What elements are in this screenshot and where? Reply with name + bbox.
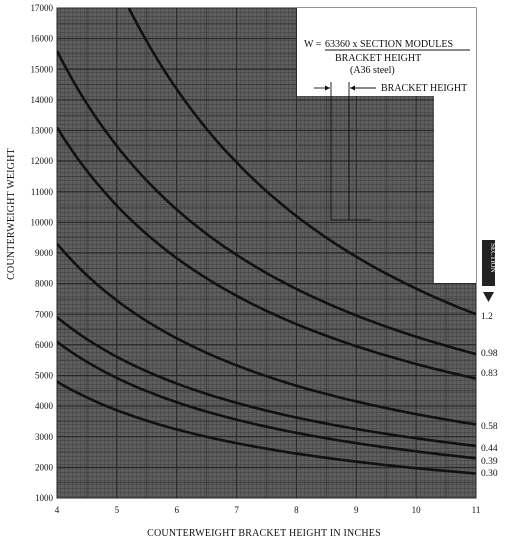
series-line-0.39: [57, 340, 476, 460]
x-tick-label: 5: [115, 505, 120, 515]
x-tick-label: 10: [412, 505, 422, 515]
formula-numerator: 63360 x SECTION MODULES: [325, 39, 453, 50]
formula-box: W = 63360 x SECTION MODULES BRACKET HEIG…: [297, 8, 476, 283]
x-tick-label: 4: [55, 505, 60, 515]
x-tick-label: 11: [472, 505, 481, 515]
dimension-arrowhead-right: [350, 85, 355, 91]
series-label-0.39: 0.39: [481, 457, 498, 467]
formula-denominator: BRACKET HEIGHT: [335, 53, 421, 64]
y-tick-label: 14000: [31, 95, 54, 105]
series-line-1.2: [127, 8, 476, 316]
series-label-0.44: 0.44: [481, 444, 498, 454]
series-line-0.98: [57, 50, 476, 356]
series-label-0.83: 0.83: [481, 369, 498, 379]
y-tick-label: 4000: [35, 401, 54, 411]
formula-panel-top: [297, 8, 476, 96]
x-tick-label: 7: [234, 505, 239, 515]
y-tick-label: 12000: [31, 156, 54, 166]
series-line-0.30: [57, 380, 476, 475]
y-tick-label: 9000: [35, 248, 54, 258]
series-line-0.58: [57, 242, 476, 426]
y-axis-title: COUNTERWEIGHT WEIGHT: [6, 148, 17, 280]
x-tick-label: 6: [174, 505, 179, 515]
y-tick-label: 1000: [35, 493, 54, 503]
formula-note: (A36 steel): [350, 65, 395, 76]
x-tick-labels: 4 5 6 7 8 9 10 11: [55, 505, 481, 515]
y-tick-label: 15000: [31, 64, 54, 74]
y-tick-label: 6000: [35, 340, 54, 350]
x-axis-title: COUNTERWEIGHT BRACKET HEIGHT IN INCHES: [147, 528, 381, 539]
dimension-arrowhead-left: [325, 85, 330, 91]
section-arrowhead: [483, 292, 494, 302]
series-label-0.30: 0.30: [481, 469, 498, 479]
y-tick-label: 10000: [31, 217, 54, 227]
series-labels: 1.2 0.98 0.83 0.58 0.44 0.39 0.30: [481, 312, 498, 479]
y-tick-label: 2000: [35, 462, 54, 472]
y-tick-label: 3000: [35, 432, 54, 442]
y-tick-label: 17000: [31, 3, 54, 13]
y-tick-labels: 1000 2000 3000 4000 5000 6000 7000 8000 9000 1000…: [31, 3, 54, 503]
formula-panel-right: [434, 96, 476, 283]
series-line-0.44: [57, 316, 476, 448]
series-label-0.98: 0.98: [481, 349, 498, 359]
section-arrow-text: SECTION: [489, 243, 497, 273]
formula-prefix: W =: [304, 39, 322, 50]
series-label-1.2: 1.2: [481, 312, 493, 322]
y-tick-label: 5000: [35, 371, 54, 381]
x-tick-label: 8: [294, 505, 299, 515]
x-tick-label: 9: [354, 505, 359, 515]
y-tick-label: 7000: [35, 309, 54, 319]
y-tick-label: 11000: [31, 187, 54, 197]
major-grid: [56, 7, 477, 499]
y-tick-label: 13000: [31, 126, 54, 136]
section-arrow-icon: SECTION: [482, 240, 497, 302]
series-line-0.83: [57, 126, 476, 380]
curves: [57, 8, 476, 475]
bracket-height-label: BRACKET HEIGHT: [381, 83, 467, 94]
series-label-0.58: 0.58: [481, 422, 498, 432]
section-arrow-box: [482, 240, 495, 286]
y-tick-label: 8000: [35, 279, 54, 289]
y-tick-label: 16000: [31, 34, 54, 44]
